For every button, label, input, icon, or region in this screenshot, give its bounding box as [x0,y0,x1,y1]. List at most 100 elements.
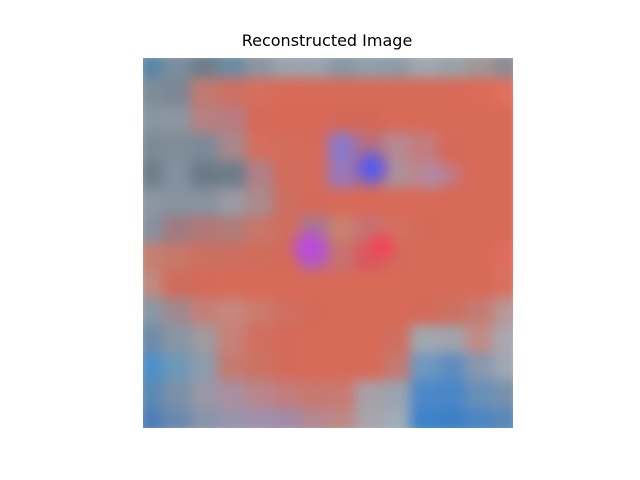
mosaic-cell [465,105,494,135]
mosaic-cell [245,380,275,409]
mosaic-cell [465,78,494,107]
mosaic-cell [190,325,220,354]
mosaic-cell [273,407,302,428]
mosaic-cell [245,160,275,190]
mosaic-cell [382,380,412,409]
mosaic-cell [382,188,412,217]
mosaic-cell [273,78,302,107]
mosaic-cell [143,270,165,299]
mosaic-cell [300,270,330,299]
mosaic-cell [382,407,412,428]
mosaic-cell [492,160,513,190]
mosaic-cell [300,297,330,327]
mosaic-cell [492,297,513,327]
mosaic-cell [465,352,494,382]
mosaic-cell [382,297,412,327]
mosaic-cell [437,243,467,272]
mosaic-cell [245,105,275,135]
mosaic-cell [273,160,302,190]
mosaic-cell [410,133,439,162]
mosaic-cell [300,58,330,80]
mosaic-cell [218,160,247,190]
mosaic-cell [163,407,192,428]
mosaic-cell [355,297,384,327]
mosaic-cell [218,58,247,80]
mosaic-cell [465,325,494,354]
mosaic-cell [245,58,275,80]
mosaic-cell [465,188,494,217]
mosaic-cell [273,133,302,162]
mosaic-cell [190,133,220,162]
mosaic-cell [190,243,220,272]
mosaic-cell [300,133,330,162]
mosaic-cell [382,78,412,107]
magenta-highlight [293,231,327,265]
mosaic-cell [437,105,467,135]
mosaic-cell [273,297,302,327]
mosaic-cell [465,160,494,190]
mosaic-cell [328,133,357,162]
mosaic-cell [218,133,247,162]
mosaic-cell [143,297,165,327]
mosaic-cell [328,188,357,217]
mosaic-cell [190,352,220,382]
mosaic-cell [143,325,165,354]
mosaic-cell [382,352,412,382]
mosaic-cell [300,160,330,190]
mosaic-cell [355,325,384,354]
mosaic-cell [163,160,192,190]
mosaic-cell [465,215,494,245]
mosaic-cell [143,160,165,190]
mosaic-cell [163,352,192,382]
mosaic-cell [218,243,247,272]
mosaic-cell [245,270,275,299]
mosaic-cell [492,380,513,409]
mosaic-cell [492,243,513,272]
mosaic-cell [410,270,439,299]
mosaic-cell [163,133,192,162]
mosaic-cell [163,58,192,80]
mosaic-cell [328,380,357,409]
mosaic-cell [190,105,220,135]
blue-highlight [354,151,388,185]
mosaic-cell [245,78,275,107]
mosaic-cell [437,133,467,162]
mosaic-cell [382,133,412,162]
mosaic-cell [190,78,220,107]
mosaic-cell [328,407,357,428]
mosaic-cell [300,352,330,382]
mosaic-cell [410,215,439,245]
mosaic-cell [382,58,412,80]
mosaic-cell [328,352,357,382]
mosaic-cell [437,78,467,107]
mosaic-cell [410,243,439,272]
mosaic-cell [492,270,513,299]
mosaic-cell [300,188,330,217]
red-highlight [369,234,395,260]
mosaic-cell [300,105,330,135]
mosaic-cell [273,58,302,80]
mosaic-cell [437,407,467,428]
mosaic-cell [273,188,302,217]
mosaic-cell [328,243,357,272]
mosaic-cell [355,58,384,80]
mosaic-cell [245,352,275,382]
mosaic-cell [492,105,513,135]
reconstructed-image [143,58,513,428]
mosaic-cell [328,78,357,107]
mosaic-cell [218,352,247,382]
mosaic-cell [328,270,357,299]
mosaic-cell [245,407,275,428]
mosaic-cell [273,380,302,409]
mosaic-cell [465,297,494,327]
mosaic-cell [143,78,165,107]
mosaic-cell [163,325,192,354]
figure-title: Reconstructed Image [241,31,413,50]
mosaic-cell [437,58,467,80]
mosaic-cell [437,352,467,382]
mosaic-cell [410,380,439,409]
mosaic-cell [300,78,330,107]
mosaic-cell [218,78,247,107]
mosaic-cell [218,407,247,428]
mosaic-cell [300,407,330,428]
